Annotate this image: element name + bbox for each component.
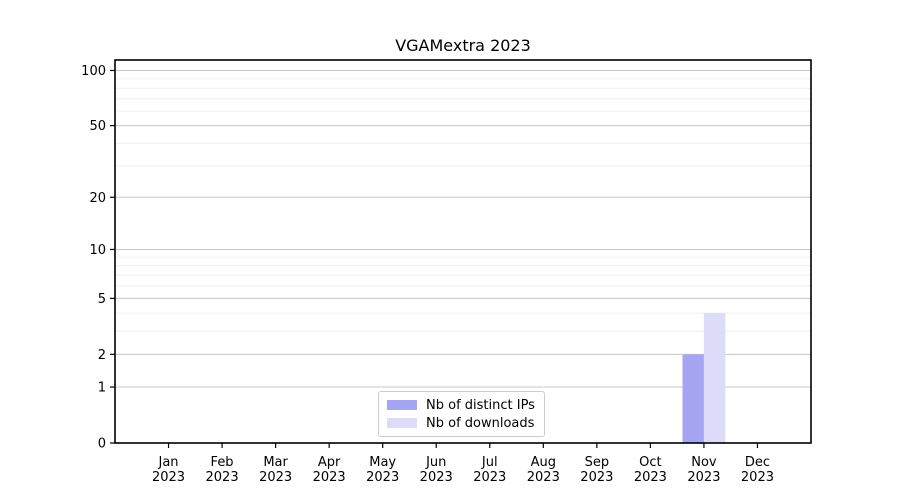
y-tick-label: 10 <box>89 243 106 258</box>
legend-item-distinct-ips: Nb of distinct IPs <box>387 398 536 413</box>
y-tick-label: 1 <box>98 381 106 396</box>
x-tick-label-month: Dec <box>745 455 770 470</box>
x-tick-label-month: May <box>369 455 396 470</box>
bar-nov-downloads <box>703 313 726 443</box>
x-tick-label-month: Oct <box>639 455 661 470</box>
plot-border <box>114 59 812 444</box>
y-tick-label: 2 <box>98 348 106 363</box>
x-tick-label-month: Mar <box>263 455 288 470</box>
legend-label-downloads: Nb of downloads <box>426 415 535 431</box>
legend-item-downloads: Nb of downloads <box>387 416 536 431</box>
y-tick-label: 100 <box>81 64 106 79</box>
y-tick-label: 50 <box>89 119 106 134</box>
x-tick-label-month: Sep <box>585 455 610 470</box>
y-tick-label: 5 <box>98 292 106 307</box>
x-tick-label-year: 2023 <box>580 470 613 485</box>
x-tick-label-month: Nov <box>691 455 717 470</box>
x-tick-label-year: 2023 <box>366 470 399 485</box>
chart-title: VGAMextra 2023 <box>395 36 531 55</box>
bar-nov-distinct-ips <box>682 354 704 443</box>
x-tick-label-year: 2023 <box>259 470 292 485</box>
x-tick-label-year: 2023 <box>152 470 185 485</box>
x-tick-label-month: Feb <box>211 455 234 470</box>
x-tick-label-year: 2023 <box>741 470 774 485</box>
x-tick-label-year: 2023 <box>527 470 560 485</box>
y-tick-label: 20 <box>89 191 106 206</box>
legend: Nb of distinct IPs Nb of downloads <box>378 391 545 437</box>
x-tick-label-month: Jul <box>481 455 498 470</box>
x-tick-label-year: 2023 <box>634 470 667 485</box>
x-tick-label-month: Jan <box>158 455 179 470</box>
legend-label-distinct-ips: Nb of distinct IPs <box>426 397 535 413</box>
x-tick-label-year: 2023 <box>473 470 506 485</box>
legend-swatch-downloads <box>387 418 417 428</box>
x-tick-label-year: 2023 <box>420 470 453 485</box>
x-tick-label-year: 2023 <box>313 470 346 485</box>
legend-swatch-distinct-ips <box>387 400 417 410</box>
x-tick-label-month: Jun <box>425 455 446 470</box>
x-tick-label-year: 2023 <box>206 470 239 485</box>
x-tick-label-month: Aug <box>531 455 556 470</box>
x-tick-label-year: 2023 <box>687 470 720 485</box>
x-tick-label-month: Apr <box>318 455 341 470</box>
y-tick-label: 0 <box>98 437 106 452</box>
